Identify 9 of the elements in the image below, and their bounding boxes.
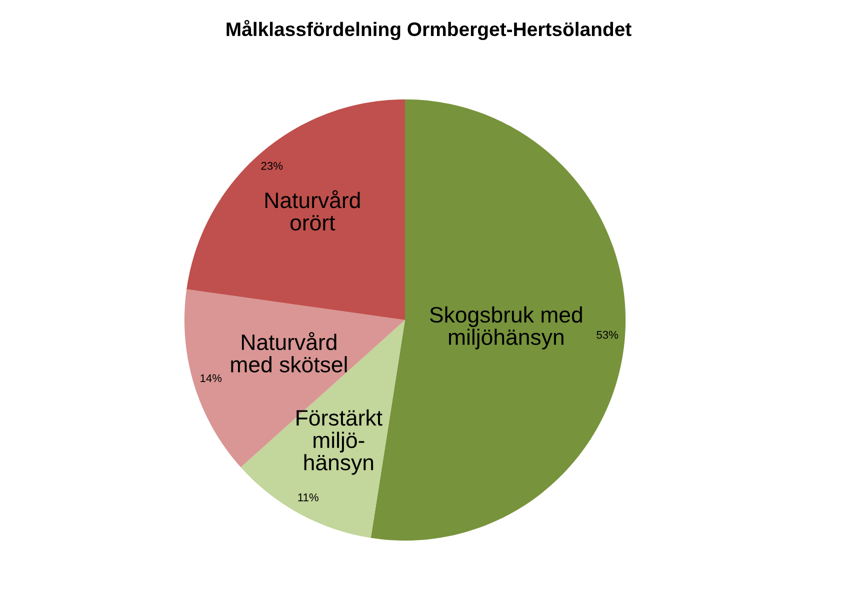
data-label: 53% (596, 330, 618, 339)
chart-title: Målklassfördelning Ormberget-Hertsölandet (226, 20, 632, 40)
slice-label: Skogsbruk med miljöhänsyn (430, 306, 582, 350)
data-label: 11% (298, 493, 318, 502)
data-label: 14% (200, 374, 222, 382)
slice-label: Förstärkt miljö- hänsyn (296, 409, 382, 475)
data-label: 23% (261, 162, 283, 170)
slice-label: Naturvård med skötsel (231, 332, 347, 372)
slice-label: Naturvård orört (265, 190, 360, 231)
